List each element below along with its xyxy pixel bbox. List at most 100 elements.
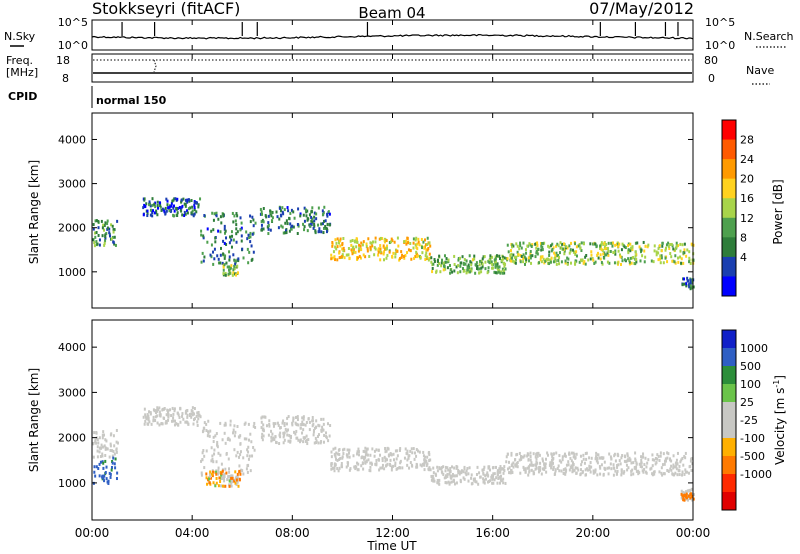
- power-colorbar-segment: [722, 217, 736, 238]
- velocity-cell: [163, 416, 166, 420]
- velocity-cell: [226, 478, 229, 482]
- power-cell: [461, 267, 464, 271]
- power-cell: [542, 242, 545, 246]
- power-cell: [203, 255, 206, 259]
- power-cell: [688, 260, 691, 264]
- cpid-mode: normal 150: [96, 94, 167, 107]
- noise-left-tick-top: 10^5: [58, 16, 88, 29]
- velocity-cell: [228, 483, 231, 487]
- power-cell: [486, 271, 489, 275]
- power-cell: [386, 244, 389, 248]
- power-cell: [496, 262, 499, 266]
- velocity-cell: [579, 454, 582, 458]
- power-cell: [655, 250, 658, 254]
- velocity-cell: [365, 459, 368, 463]
- power-cell: [414, 238, 417, 242]
- velocity-cell: [289, 440, 292, 444]
- power-cell: [231, 234, 234, 238]
- power-cell: [525, 260, 528, 264]
- power-cell: [600, 261, 603, 265]
- power-cell: [184, 204, 187, 208]
- power-cell: [165, 209, 168, 213]
- power-cell: [92, 223, 95, 227]
- velocity-cell: [507, 467, 510, 471]
- power-cell: [483, 255, 486, 259]
- velocity-cell: [661, 463, 664, 467]
- nave-trace-dip: [153, 59, 157, 73]
- power-cell: [98, 243, 101, 247]
- power-cell: [519, 260, 522, 264]
- power-cell: [643, 249, 646, 253]
- power-cell: [379, 244, 382, 248]
- velocity-cell: [692, 497, 695, 501]
- power-cell: [589, 242, 592, 246]
- velocity-cell: [662, 472, 665, 476]
- velocity-cell: [459, 478, 462, 482]
- power-cell: [262, 227, 265, 231]
- power-cell: [379, 258, 382, 262]
- power-cell: [233, 214, 236, 218]
- power-cell: [222, 268, 225, 272]
- velocity-cell: [366, 453, 369, 457]
- velocity-cell: [386, 446, 389, 450]
- power-cell: [443, 254, 446, 258]
- velocity-cell: [322, 428, 325, 432]
- power-cell: [111, 235, 114, 239]
- power-cell: [435, 270, 438, 274]
- velocity-cell: [418, 450, 421, 454]
- power-cell: [473, 257, 476, 261]
- velocity-cell: [227, 475, 230, 479]
- power-cell: [320, 222, 323, 226]
- velocity-cell: [496, 473, 499, 477]
- velocity-cell: [687, 471, 690, 475]
- freq-right-label: Nave: [746, 64, 774, 77]
- power-cell: [203, 214, 206, 218]
- power-cell: [191, 205, 194, 209]
- velocity-cell: [385, 458, 388, 462]
- velocity-cell: [337, 448, 340, 452]
- power-cell: [228, 268, 231, 272]
- power-cell: [251, 232, 254, 236]
- velocity-cell: [446, 466, 449, 470]
- power-cell: [151, 211, 154, 215]
- power-cell: [282, 231, 285, 235]
- velocity-cell: [308, 420, 311, 424]
- velocity-cell: [274, 435, 277, 439]
- velocity-cell: [496, 481, 499, 485]
- velocity-cell: [624, 460, 627, 464]
- velocity-cell: [212, 440, 215, 444]
- power-cell: [619, 262, 622, 266]
- power-cell: [224, 273, 227, 277]
- power-cell: [549, 244, 552, 248]
- power-cell: [563, 242, 566, 246]
- velocity-cell: [165, 421, 168, 425]
- power-cell: [480, 266, 483, 270]
- velocity-cell: [142, 415, 145, 419]
- x-tick-label: 00:00: [75, 526, 110, 540]
- velocity-cell: [390, 465, 393, 469]
- velocity-cell: [619, 462, 622, 466]
- velocity-cell: [248, 438, 251, 442]
- velocity-cell: [235, 478, 238, 482]
- power-cell: [222, 252, 225, 256]
- velocity-cell: [563, 452, 566, 456]
- velocity-cell: [251, 454, 254, 458]
- power-cell: [555, 262, 558, 266]
- velocity-cell: [261, 438, 264, 442]
- power-cell: [342, 249, 345, 253]
- noise-right-tick-top: 10^5: [705, 16, 735, 29]
- velocity-cell: [396, 454, 399, 458]
- velocity-cell: [406, 449, 409, 453]
- velocity-cell: [98, 436, 101, 440]
- power-cell: [419, 256, 422, 260]
- power-cell: [290, 227, 293, 231]
- power-cell: [688, 250, 691, 254]
- velocity-cell: [423, 463, 426, 467]
- power-cell: [355, 240, 358, 244]
- power-cell: [374, 236, 377, 240]
- power-cell: [430, 260, 433, 264]
- velocity-colorbar-tick: -500: [740, 450, 765, 463]
- power-cell: [607, 249, 610, 253]
- velocity-cell: [638, 462, 641, 466]
